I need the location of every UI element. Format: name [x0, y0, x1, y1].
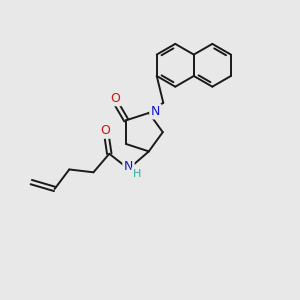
- Text: N: N: [151, 105, 160, 118]
- Text: O: O: [100, 124, 110, 137]
- Text: H: H: [133, 169, 141, 178]
- Text: N: N: [124, 160, 133, 173]
- Text: O: O: [110, 92, 120, 105]
